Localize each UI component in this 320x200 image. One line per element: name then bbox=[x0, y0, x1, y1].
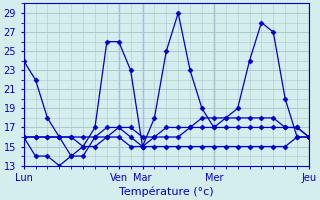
X-axis label: Température (°c): Température (°c) bbox=[119, 186, 214, 197]
